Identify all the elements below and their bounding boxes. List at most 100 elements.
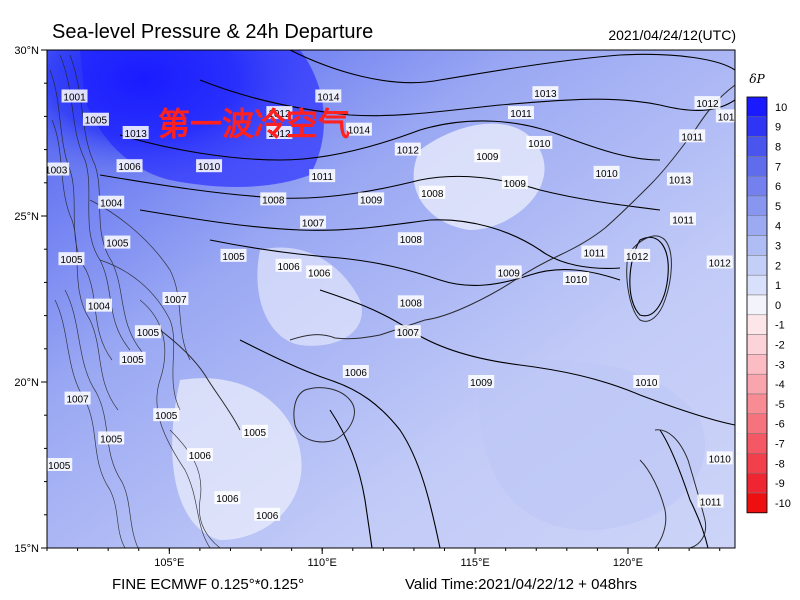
contour-label-bg (260, 192, 287, 206)
map-axes: 105°E 110°E 115°E 120°E 30°N 25°N 20°N 15°N (14, 45, 721, 569)
colorbar-label: 1 (775, 280, 781, 292)
contour-label: 1006 (118, 162, 141, 173)
contour-label: 1005 (137, 328, 160, 339)
contour-label: 1008 (262, 195, 285, 206)
colorbar-cell (746, 413, 768, 434)
contour-label-bg (468, 375, 495, 388)
contour-label-bg (532, 86, 559, 100)
valid-time: Valid Time:2021/04/22/12 + 048hrs (405, 576, 637, 593)
contour-label: 1013 (534, 89, 557, 100)
cold-core (80, 50, 324, 187)
contour-label-bg (394, 325, 421, 339)
contour-label: 1012 (696, 99, 719, 110)
contour-label-bg (119, 351, 146, 365)
contour-label-bg (82, 112, 109, 126)
contour-label-bg (241, 424, 268, 438)
contour-label: 1012 (397, 146, 420, 157)
contour-label: 1006 (277, 262, 300, 273)
lon-tick-label: 105°E (154, 557, 184, 569)
lat-tick-label: 25°N (14, 211, 39, 223)
contour-label-bg (220, 248, 247, 262)
contour-label: 1011 (700, 498, 722, 509)
contour-label: 1005 (244, 428, 267, 439)
colorbar-cell (746, 334, 768, 355)
colorbar-cell (746, 472, 768, 494)
colorbar-label: -2 (775, 340, 785, 352)
sea-patch (478, 360, 706, 531)
contour-label-bg (58, 252, 85, 266)
colorbar-label: 5 (775, 201, 781, 213)
contour-label: 1010 (709, 454, 732, 465)
lat-tick-label: 20°N (14, 377, 39, 389)
lat-tick-label: 15°N (14, 543, 39, 555)
contour-label-bg (397, 295, 424, 309)
contour-label: 1005 (48, 461, 71, 472)
colorbar-label: 9 (775, 122, 781, 134)
colorbar-cell (746, 136, 768, 157)
contour-label-bg (47, 458, 73, 471)
colorbar-cell (746, 373, 768, 395)
contour-label: 1009 (476, 152, 499, 163)
colorbar-label: -9 (775, 478, 785, 490)
contour-label: 1013 (125, 129, 148, 140)
colorbar-label: 7 (775, 161, 781, 173)
contour-label-bg (153, 408, 180, 422)
map-title: Sea-level Pressure & 24h Departure (52, 21, 374, 43)
contour-label-bg (186, 448, 213, 462)
colorbar-cell (746, 492, 768, 514)
contour-label: 1009 (498, 268, 521, 279)
contour-label: 1007 (66, 395, 89, 406)
lon-tick-label: 120°E (613, 557, 643, 569)
forecast-datetime: 2021/04/24/12(UTC) (608, 27, 736, 43)
contour-label-bg (624, 248, 651, 262)
contour-label-bg (214, 491, 241, 505)
contour-label: 1014 (348, 126, 371, 137)
colorbar-cell (746, 433, 768, 454)
contour-label-bg (85, 298, 112, 312)
contour-label: 1003 (45, 166, 68, 177)
contour-label: 1006 (216, 494, 239, 505)
contour-label: 1008 (400, 298, 423, 309)
contour-label-bg (670, 212, 697, 226)
contour-label-bg (358, 192, 385, 206)
contour-label-bg (98, 195, 125, 209)
contour-label: 1011 (510, 109, 532, 120)
lon-tick-label: 115°E (460, 557, 489, 569)
contour-label-bg (715, 109, 735, 123)
contour-label-bg (706, 255, 733, 269)
colorbar-cell (746, 235, 768, 256)
lat-tick-label: 30°N (14, 45, 39, 57)
contour-label-bg (562, 272, 589, 286)
contour-label: 1007 (164, 295, 187, 306)
colorbar-cell (746, 175, 768, 197)
colorbar-label: 10 (775, 102, 787, 114)
colorbar-label: -8 (775, 458, 785, 470)
contour-label-bg (474, 149, 501, 163)
contour-label: 1014 (317, 92, 340, 103)
contour-label: 1005 (60, 255, 83, 266)
contour-label-bg (309, 169, 336, 183)
contour-label-bg (419, 185, 446, 199)
contour-label-bg (706, 451, 733, 465)
contour-label: 1011 (584, 249, 606, 260)
contour-label: 1012 (268, 109, 291, 120)
contour-label-bg (275, 258, 302, 272)
lon-tick-label: 110°E (308, 557, 337, 569)
contour-label-bg (116, 159, 143, 173)
colorbar-frame (746, 96, 768, 514)
contour-label: 1010 (595, 169, 618, 180)
contour-label-bg (196, 159, 223, 173)
colorbar-label: 3 (775, 241, 781, 253)
contour-label: 1013 (669, 175, 692, 186)
contour-label-bg (134, 325, 161, 339)
contour-label-bg (501, 175, 528, 189)
cold-air-annotation: 第一波冷空气 (158, 105, 350, 143)
contour-label-bg (666, 172, 693, 186)
contour-label: 1005 (100, 434, 123, 445)
contour-label: 1001 (63, 92, 86, 103)
light-patch (257, 247, 362, 346)
contour-label: 1008 (400, 235, 423, 246)
contour-label: 1006 (256, 511, 279, 522)
contour-label-bg (61, 89, 88, 103)
